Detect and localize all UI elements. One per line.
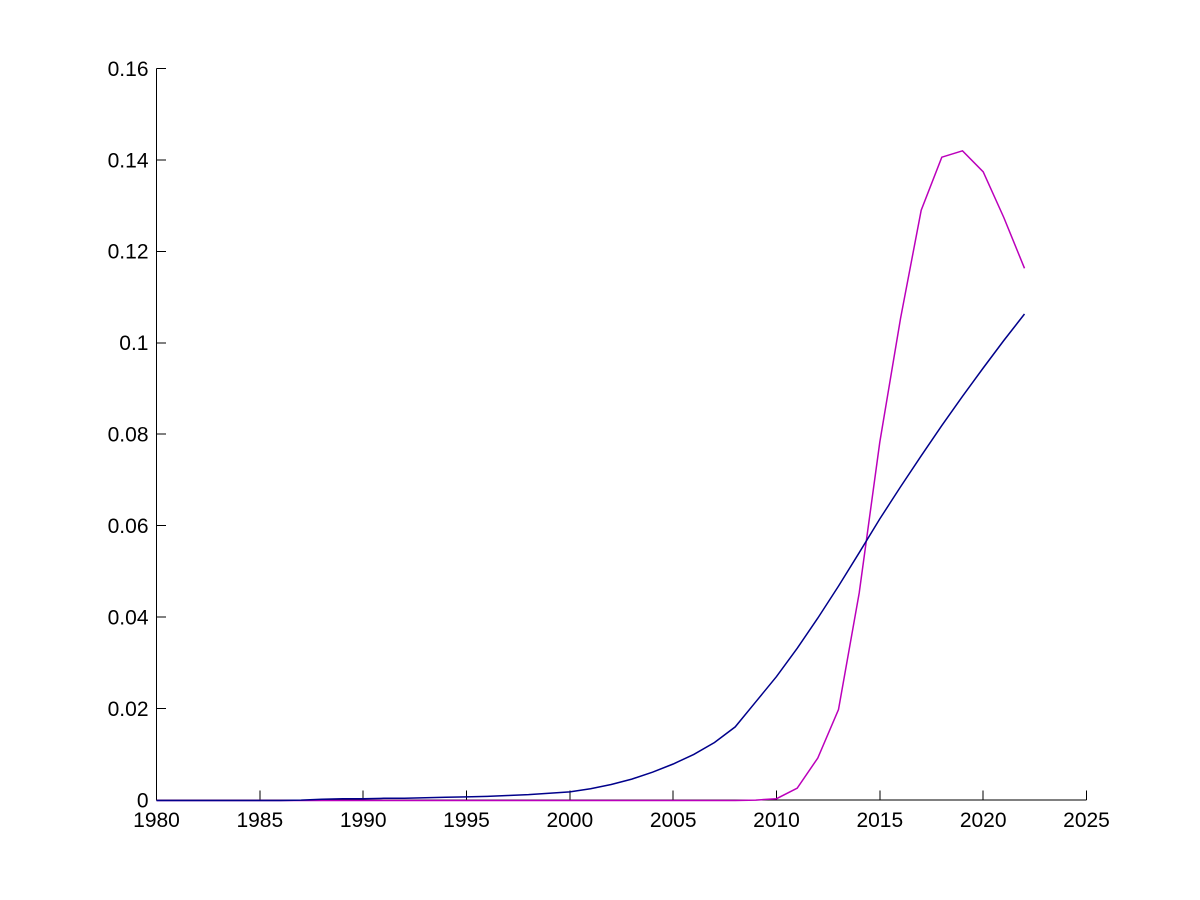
svg-text:1980: 1980 bbox=[133, 809, 180, 832]
svg-text:0.04: 0.04 bbox=[108, 607, 149, 630]
svg-text:1985: 1985 bbox=[236, 809, 283, 832]
svg-text:2005: 2005 bbox=[650, 809, 697, 832]
svg-text:0.08: 0.08 bbox=[108, 424, 149, 447]
svg-text:0.12: 0.12 bbox=[108, 241, 149, 264]
svg-text:2020: 2020 bbox=[960, 809, 1007, 832]
svg-text:2015: 2015 bbox=[856, 809, 903, 832]
svg-text:0.1: 0.1 bbox=[119, 332, 148, 355]
svg-text:1990: 1990 bbox=[340, 809, 387, 832]
svg-text:2000: 2000 bbox=[546, 809, 593, 832]
svg-text:2010: 2010 bbox=[753, 809, 800, 832]
svg-text:1995: 1995 bbox=[443, 809, 490, 832]
svg-text:2025: 2025 bbox=[1063, 809, 1110, 832]
svg-text:0.14: 0.14 bbox=[108, 149, 149, 172]
svg-text:0: 0 bbox=[137, 789, 149, 812]
svg-text:0.02: 0.02 bbox=[108, 698, 149, 721]
svg-text:0.06: 0.06 bbox=[108, 515, 149, 538]
svg-text:0.16: 0.16 bbox=[108, 58, 149, 81]
